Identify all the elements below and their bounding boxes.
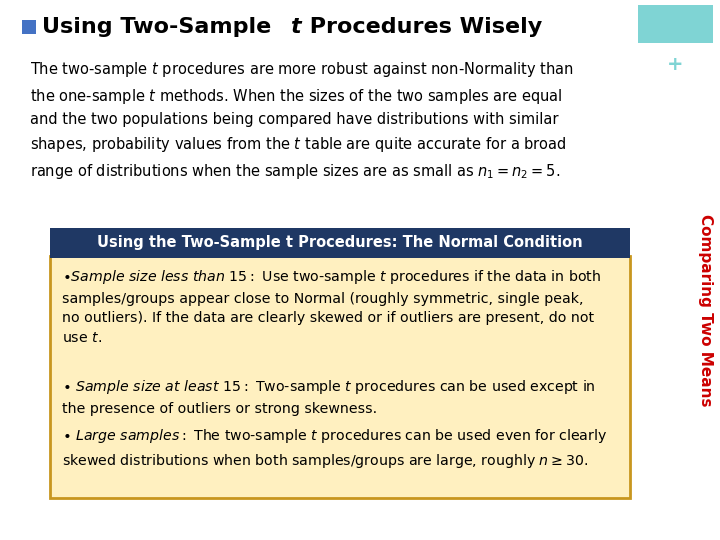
Text: $\bullet$$\it{Sample\ size\ less\ than\ 15:}$ Use two-sample $t$ procedures if t: $\bullet$$\it{Sample\ size\ less\ than\ … bbox=[62, 268, 601, 345]
Text: Comparing Two Means: Comparing Two Means bbox=[698, 214, 714, 406]
Text: The two-sample $t$ procedures are more robust against non-Normality than
the one: The two-sample $t$ procedures are more r… bbox=[30, 60, 574, 181]
Text: Using the Two-Sample t Procedures: The Normal Condition: Using the Two-Sample t Procedures: The N… bbox=[97, 235, 582, 251]
Text: t: t bbox=[290, 17, 301, 37]
Text: $\bullet$ $\it{Large\ samples:}$ The two-sample $t$ procedures can be used even : $\bullet$ $\it{Large\ samples:}$ The two… bbox=[62, 427, 607, 469]
Bar bbox=[22, 20, 36, 34]
Text: +: + bbox=[667, 56, 684, 75]
Text: $\bullet$ $\it{Sample\ size\ at\ least\ 15:}$ Two-sample $t$ procedures can be u: $\bullet$ $\it{Sample\ size\ at\ least\ … bbox=[62, 378, 595, 415]
Bar bbox=[638, 5, 713, 43]
Text: Using Two-Sample: Using Two-Sample bbox=[42, 17, 279, 37]
Bar bbox=[50, 228, 630, 258]
Text: Procedures Wisely: Procedures Wisely bbox=[302, 17, 542, 37]
FancyBboxPatch shape bbox=[50, 256, 630, 498]
